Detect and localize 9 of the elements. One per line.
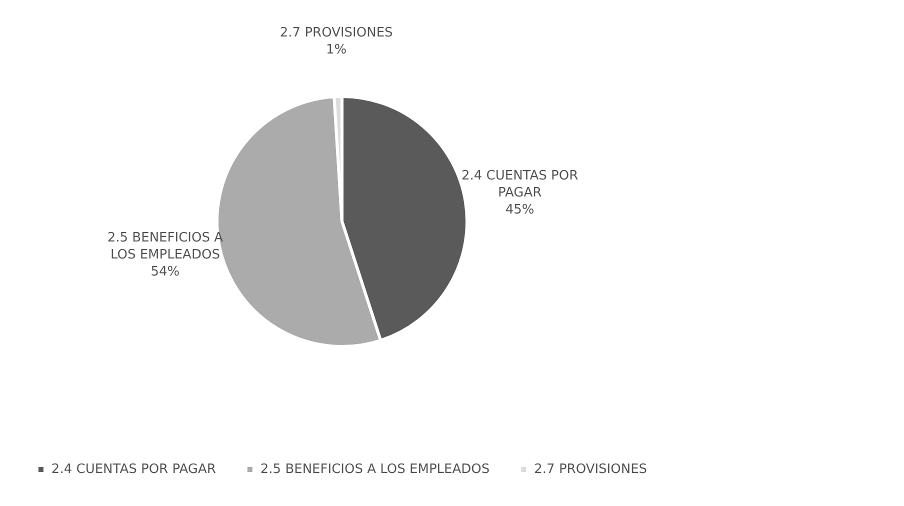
- legend-label: 2.5 BENEFICIOS A LOS EMPLEADOS: [260, 462, 490, 477]
- data-label: 54%: [150, 264, 180, 280]
- data-label: 1%: [326, 42, 347, 58]
- legend-label: 2.7 PROVISIONES: [534, 462, 648, 477]
- slice-label: 2.5 BENEFICIOS A LOS EMPLEADOS: [107, 230, 224, 263]
- data-label: 45%: [505, 202, 534, 218]
- slice-label: 2.4 CUENTAS POR PAGAR: [461, 168, 578, 201]
- legend-label: 2.4 CUENTAS POR PAGAR: [51, 462, 216, 477]
- slice-label: 2.7 PROVISIONES: [280, 25, 393, 40]
